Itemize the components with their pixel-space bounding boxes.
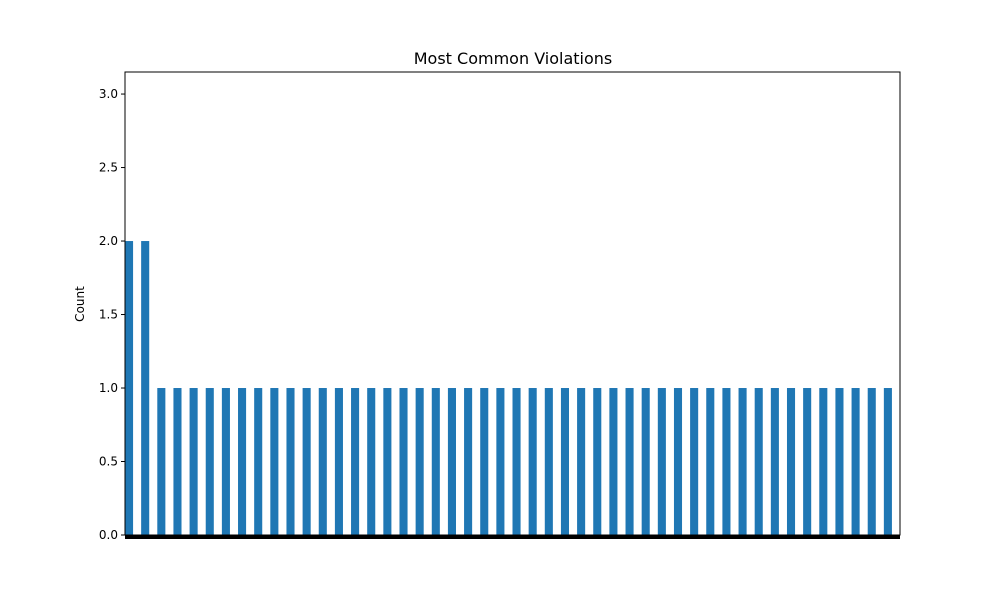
bar [609, 388, 618, 535]
bar [238, 388, 247, 535]
bar [286, 388, 295, 535]
bar [464, 388, 473, 535]
bar [512, 388, 521, 535]
bar [157, 388, 166, 535]
bar [221, 388, 230, 535]
bar [738, 388, 747, 535]
y-tick-label: 2.0 [99, 234, 118, 248]
chart-title: Most Common Violations [414, 49, 613, 68]
plot-frame [124, 71, 901, 536]
y-tick-label: 0.0 [99, 528, 118, 542]
bar [173, 388, 182, 535]
bar [528, 388, 537, 535]
bar [560, 388, 570, 535]
bar [270, 388, 279, 535]
bar [318, 388, 327, 535]
bar [351, 388, 360, 535]
bar [867, 388, 876, 535]
bar [883, 388, 892, 535]
bar [641, 388, 650, 535]
y-tick-label: 1.0 [99, 381, 118, 395]
bar [480, 388, 489, 535]
bar [125, 241, 134, 536]
bar [415, 388, 424, 535]
bar [625, 388, 634, 535]
bar [189, 388, 198, 535]
bar [496, 388, 505, 535]
y-axis-ticks: 0.0 0.5 1.0 1.5 2.0 2.5 3.0 [99, 87, 125, 542]
bar [577, 388, 586, 535]
y-tick-label: 1.5 [99, 308, 118, 322]
bar [673, 388, 683, 535]
y-tick-label: 2.5 [99, 161, 118, 175]
bar [690, 388, 699, 535]
bar [657, 388, 666, 535]
bar [770, 388, 779, 535]
bar [835, 388, 844, 535]
bar [367, 388, 376, 535]
y-tick-label: 0.5 [99, 455, 118, 469]
bar [383, 388, 392, 535]
x-tick-band [125, 535, 900, 539]
bar [141, 241, 150, 536]
bar [254, 388, 263, 535]
bar [706, 388, 715, 535]
bar [205, 388, 214, 535]
bar [399, 388, 408, 535]
bar [302, 388, 311, 535]
bar [722, 388, 731, 535]
bar [544, 388, 553, 535]
x-axis-ticks [125, 535, 900, 539]
bar [334, 388, 343, 535]
y-tick-label: 3.0 [99, 87, 118, 101]
bars-group [125, 241, 892, 536]
bar [851, 388, 860, 535]
bar [593, 388, 602, 535]
bar [786, 388, 796, 535]
y-axis-label: Count [73, 286, 87, 322]
bar [803, 388, 812, 535]
bar [819, 388, 828, 535]
bar [431, 388, 440, 535]
bar [447, 388, 456, 535]
bar [754, 388, 763, 535]
